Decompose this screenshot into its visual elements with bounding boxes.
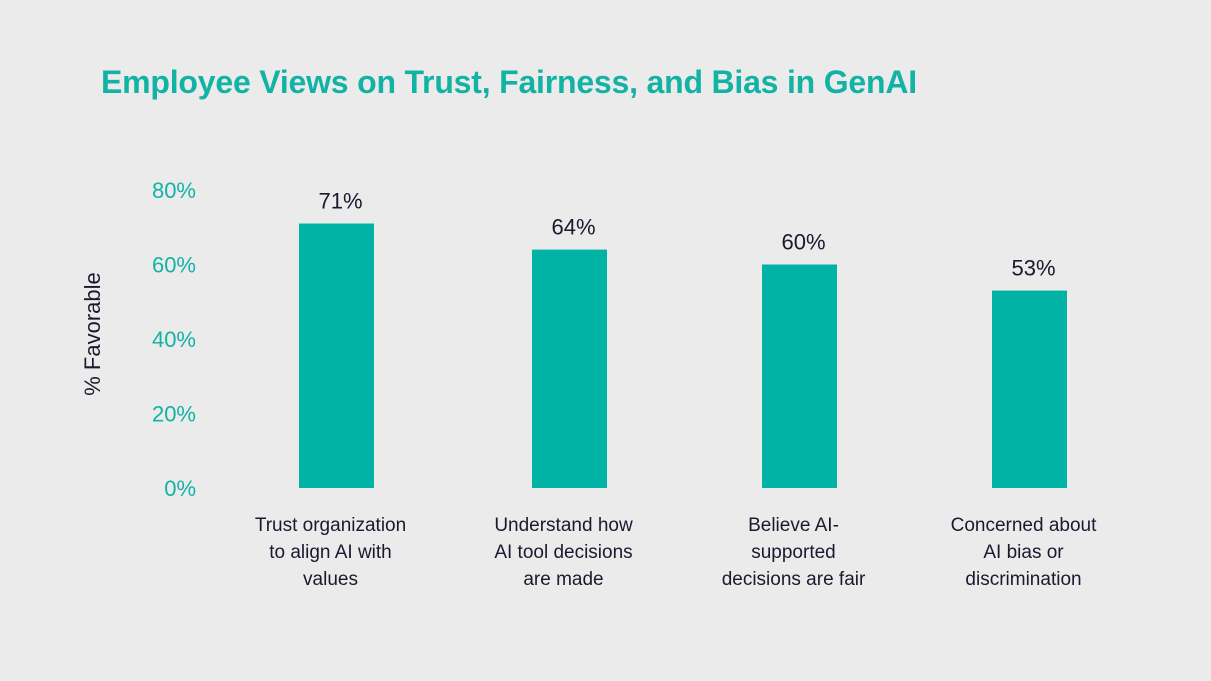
y-tick-label: 60% xyxy=(152,253,196,278)
x-category-label: Understand how xyxy=(494,515,633,536)
y-tick-label: 20% xyxy=(152,402,196,427)
x-category-label: supported xyxy=(751,542,836,563)
data-label: 64% xyxy=(551,215,595,240)
y-tick-label: 0% xyxy=(164,476,196,501)
y-tick-label: 80% xyxy=(152,178,196,203)
bar xyxy=(532,249,607,488)
x-category-label: AI tool decisions xyxy=(494,542,632,563)
y-axis-label: % Favorable xyxy=(80,272,105,396)
bar xyxy=(762,264,837,488)
x-category-label: Believe AI- xyxy=(748,515,839,536)
data-label: 71% xyxy=(318,189,362,214)
x-category-label: discrimination xyxy=(965,569,1081,590)
x-category-label: are made xyxy=(523,569,603,590)
y-tick-label: 40% xyxy=(152,327,196,352)
x-category-label: decisions are fair xyxy=(722,569,866,590)
data-label: 60% xyxy=(781,230,825,255)
x-category-label: Concerned about xyxy=(951,515,1097,536)
x-category-label: Trust organization xyxy=(255,515,406,536)
x-category-label: values xyxy=(303,569,358,590)
bar xyxy=(992,290,1067,488)
x-category-label: to align AI with xyxy=(269,542,392,563)
bar xyxy=(299,223,374,488)
x-category-label: AI bias or xyxy=(983,542,1064,563)
data-label: 53% xyxy=(1011,256,1055,281)
chart-title: Employee Views on Trust, Fairness, and B… xyxy=(101,64,917,100)
